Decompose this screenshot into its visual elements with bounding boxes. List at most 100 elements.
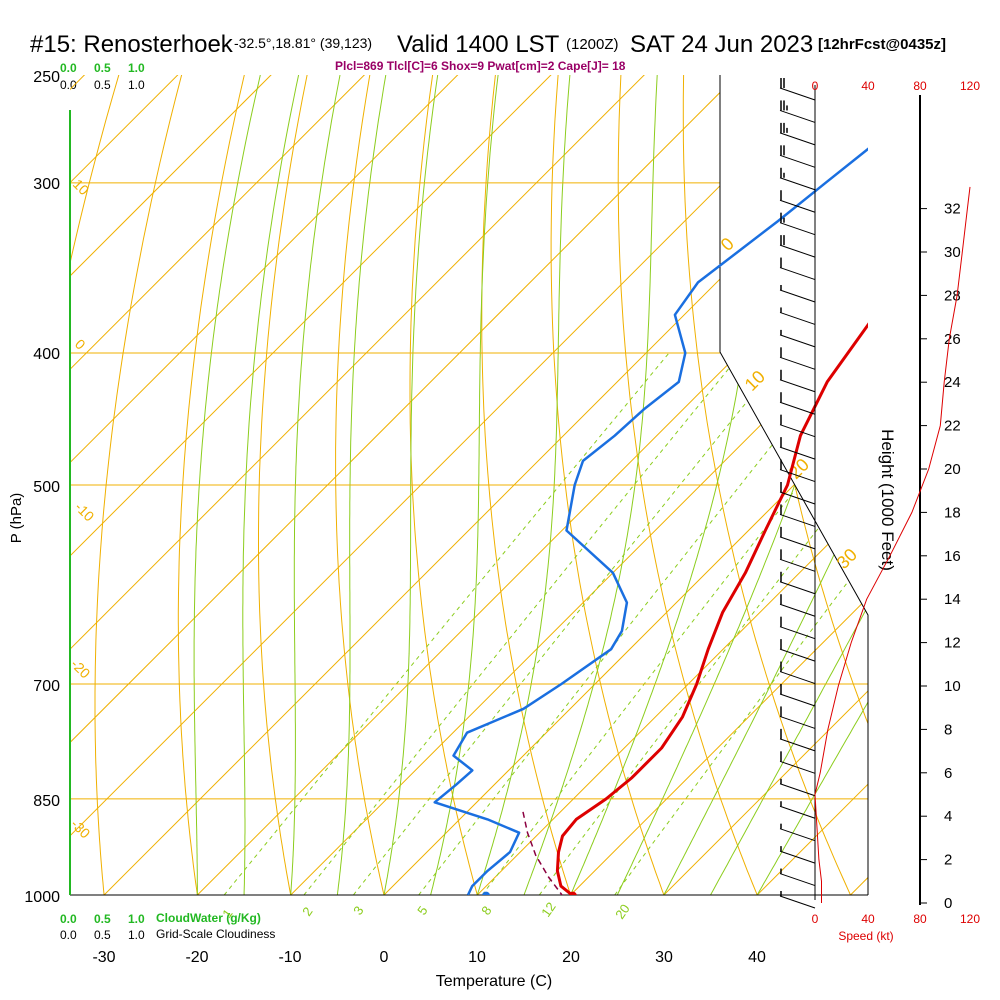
- soundings: [433, 147, 868, 895]
- wind-barb: [779, 329, 816, 348]
- cloudiness-label: Grid-Scale Cloudiness: [156, 927, 275, 941]
- speed-tick: 0: [812, 912, 819, 926]
- barb-shaft: [779, 356, 816, 370]
- height-tick-label: 6: [944, 765, 952, 782]
- dry-adiabat-line: [0, 51, 2, 924]
- isobars: [70, 182, 868, 896]
- barb-shaft: [779, 334, 816, 348]
- cloud-tick: 1.0: [128, 912, 145, 926]
- wind-barb: [779, 459, 816, 483]
- wind-barb: [779, 846, 816, 864]
- cloudiness-tick: 0.5: [94, 928, 111, 942]
- isotherm-line: [70, 75, 389, 895]
- barb-shaft: [779, 783, 816, 797]
- wind-barb: [779, 100, 816, 123]
- pressure-tick-300: 300: [33, 176, 60, 193]
- barb-shaft: [779, 401, 816, 415]
- height-tick-label: 10: [944, 678, 961, 695]
- barb-shaft: [779, 873, 816, 887]
- surface-dewpoint-dot: [482, 891, 490, 895]
- station-coords: -32.5°,18.81° (39,123): [234, 35, 372, 51]
- height-tick-label: 8: [944, 721, 952, 738]
- dry-adiabat-line: [481, 75, 581, 895]
- pressure-tick-700: 700: [33, 678, 60, 695]
- wind-barb: [779, 482, 816, 505]
- isotherm-line: [366, 75, 868, 895]
- height-tick-label: 0: [944, 895, 952, 912]
- wind-speed-line: [814, 186, 971, 903]
- mixing-ratio-label: 8: [478, 903, 494, 918]
- barb-shaft: [779, 132, 816, 146]
- barb-shaft: [779, 895, 816, 909]
- forecast-label: [12hrFcst@0435z]: [818, 36, 946, 53]
- wind-barb: [779, 392, 816, 415]
- speed-tick: 40: [861, 79, 875, 93]
- isotherm-line: [86, 75, 868, 895]
- plot-frame: [719, 75, 869, 895]
- wind-barb: [779, 307, 816, 325]
- wind-barb: [779, 751, 816, 774]
- isotherm-line: [70, 75, 856, 895]
- moist-adiabat-line: [242, 75, 300, 895]
- stability-indices: Plcl=869 Tlcl[C]=6 Shox=9 Pwat[cm]=2 Cap…: [335, 59, 626, 73]
- parcel-line: [522, 811, 563, 895]
- height-tick-label: 30: [944, 244, 961, 261]
- wind-barb: [779, 235, 816, 258]
- mixing-ratio-label: 2: [299, 904, 315, 919]
- temperature-line: [555, 322, 868, 895]
- dry-adiabat-line: [932, 51, 1000, 924]
- moist-adiabat-line: [430, 75, 499, 895]
- pressure-tick-850: 850: [33, 793, 60, 810]
- barb-shaft: [779, 491, 816, 505]
- wind-barb: [779, 78, 816, 101]
- wind-barb: [779, 504, 816, 527]
- barb-shaft: [779, 828, 816, 842]
- speed-tick: 120: [960, 912, 980, 926]
- dry-adiabat-line: [682, 75, 865, 895]
- barb-shaft: [779, 626, 816, 640]
- temp-tick: -20: [185, 949, 208, 966]
- barb-shaft: [779, 267, 816, 281]
- isotherm-line: [272, 75, 868, 895]
- cloud-tick: 0.0: [60, 912, 77, 926]
- temp-tick: 10: [468, 949, 486, 966]
- cloud-tick: 0.5: [94, 61, 111, 75]
- wind-barb: [779, 706, 816, 729]
- isotherm-line: [739, 75, 868, 895]
- wind-barb: [779, 801, 816, 819]
- height-axis-label: Height (1000 Feet): [878, 429, 897, 571]
- mixing-ratio-label: 20: [612, 901, 633, 921]
- zulu-time: (1200Z): [566, 36, 619, 53]
- barb-shaft: [779, 154, 816, 168]
- height-tick-label: 26: [944, 331, 961, 348]
- isotherm-line: [70, 75, 296, 895]
- dry-adiabat-line: [258, 75, 313, 895]
- wind-barb: [779, 549, 816, 572]
- cloudiness-tick: 1.0: [128, 78, 145, 92]
- pressure-tick-1000: 1000: [24, 889, 60, 906]
- barb-shaft: [779, 424, 816, 438]
- wind-barb: [779, 684, 816, 707]
- barb-shaft: [779, 738, 816, 752]
- speed-tick: 80: [913, 912, 927, 926]
- dry-adiabat-label: 0: [72, 336, 89, 353]
- isotherm-line: [70, 75, 669, 895]
- barb-shaft: [779, 648, 816, 662]
- cloudiness-tick: 0.0: [60, 928, 77, 942]
- wind-barb: [779, 639, 816, 662]
- dry-adiabat-label: -20: [68, 656, 94, 682]
- wind-barbs: [779, 78, 816, 909]
- barb-shaft: [779, 850, 816, 864]
- wind-barb: [779, 257, 816, 281]
- dry-adiabat-line: [70, 75, 127, 895]
- temperature-axis-label: Temperature (C): [436, 973, 552, 990]
- dry-adiabat-label: -30: [68, 816, 94, 842]
- speed-tick: 0: [812, 79, 819, 93]
- mixing-ratio-line: [223, 352, 670, 895]
- speed-axis-label: Speed (kt): [838, 929, 893, 943]
- wind-barb: [779, 868, 816, 887]
- temp-tick: 0: [380, 949, 389, 966]
- height-tick-label: 14: [944, 591, 961, 608]
- temp-tick: 40: [748, 949, 766, 966]
- mixing-ratio-line: [353, 352, 787, 895]
